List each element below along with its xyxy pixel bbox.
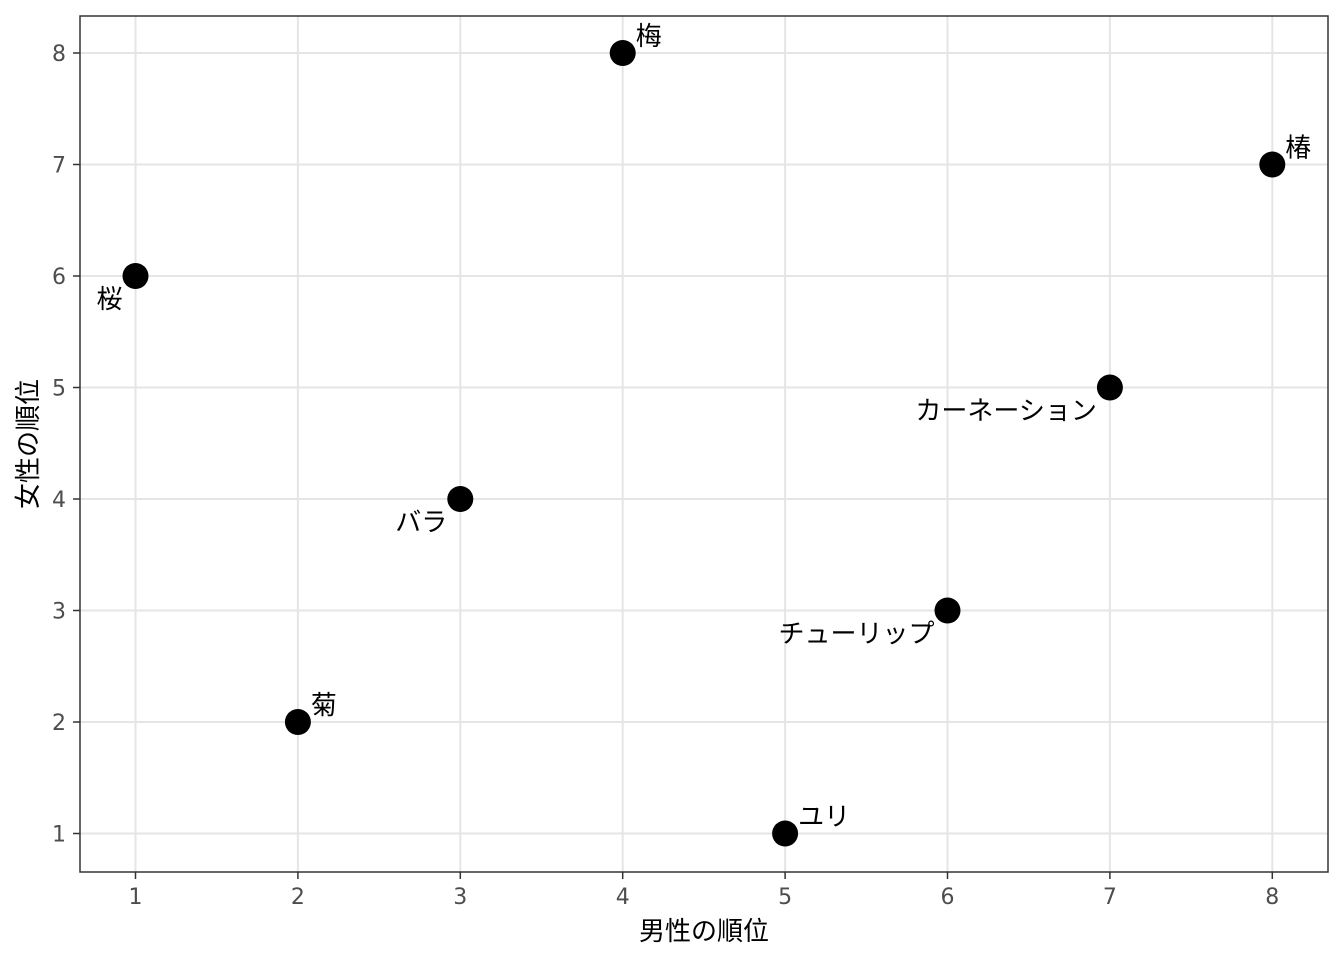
x-tick-label: 3 (453, 885, 467, 910)
y-tick-label: 3 (52, 600, 66, 625)
y-axis-title: 女性の順位 (14, 379, 44, 509)
data-point (447, 486, 474, 512)
y-tick-label: 2 (52, 711, 66, 736)
panel-border (79, 15, 1329, 873)
tick-labels: 1 2 3 4 5 6 7 8 1 2 3 4 5 6 7 8 (52, 42, 1279, 910)
y-tick-label: 8 (52, 42, 66, 67)
y-tick-label: 7 (52, 154, 66, 179)
x-tick-label: 8 (1265, 885, 1279, 910)
x-tick-label: 7 (1103, 885, 1117, 910)
point-labels: 桜菊 バラ 梅ユリ チューリップ カーネーション 椿 (96, 22, 1311, 833)
point-label: チューリップ (778, 620, 934, 650)
point-label: 桜 (96, 285, 122, 315)
x-tick-label: 6 (941, 885, 955, 910)
point-label: バラ (395, 508, 447, 538)
x-tick-label: 4 (616, 885, 630, 910)
data-point (772, 820, 799, 847)
x-tick-label: 1 (129, 885, 143, 910)
data-point (122, 263, 149, 289)
data-point (934, 597, 961, 624)
x-tick-label: 2 (291, 885, 305, 910)
data-point (609, 40, 636, 66)
x-axis-title: 男性の順位 (639, 917, 769, 947)
y-tick-label: 5 (52, 377, 66, 402)
point-label: カーネーション (915, 397, 1096, 427)
y-tick-label: 4 (52, 488, 66, 513)
points (122, 40, 1286, 847)
y-tick-label: 6 (52, 265, 66, 290)
panel-background (80, 16, 1328, 872)
data-point (1096, 374, 1123, 401)
data-point (1259, 151, 1286, 178)
x-tick-label: 5 (778, 885, 792, 910)
point-label: 菊 (311, 691, 337, 721)
ticks (73, 52, 1274, 879)
point-label: ユリ (798, 803, 850, 833)
data-point (284, 709, 311, 735)
point-label: 梅 (636, 22, 662, 52)
point-label: 椿 (1285, 134, 1311, 164)
y-tick-label: 1 (52, 823, 66, 848)
